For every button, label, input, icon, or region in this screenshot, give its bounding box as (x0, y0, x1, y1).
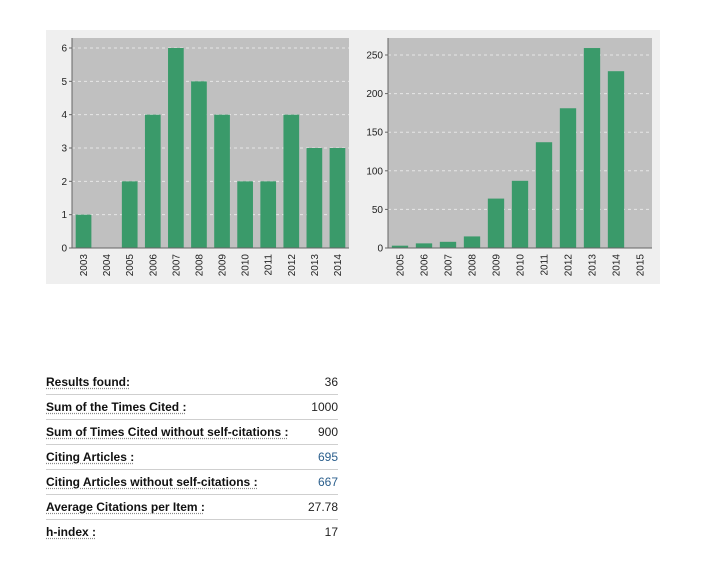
y-tick-label: 100 (366, 166, 383, 177)
stat-row-results-found: Results found: 36 (46, 370, 338, 395)
y-tick-label: 50 (372, 205, 384, 216)
bar (75, 214, 92, 248)
bar (559, 108, 577, 248)
stat-label: Average Citations per Item : (46, 500, 205, 514)
stat-row-h-index: h-index : 17 (46, 520, 338, 544)
y-tick-label: 6 (61, 44, 67, 55)
bar (535, 142, 553, 248)
stat-row-citing-articles-without-self: Citing Articles without self-citations :… (46, 470, 338, 495)
x-tick-label: 2015 (636, 254, 647, 277)
x-tick-label: 2009 (218, 254, 229, 277)
y-tick-label: 200 (366, 89, 383, 100)
bar (487, 198, 505, 248)
x-tick-label: 2005 (396, 254, 407, 277)
citing-articles-without-self-link[interactable]: 667 (317, 475, 338, 489)
y-tick-label: 0 (377, 244, 383, 255)
stat-label: Results found: (46, 375, 130, 389)
x-tick-label: 2013 (588, 254, 599, 277)
bar (415, 243, 433, 248)
stat-value: 900 (317, 425, 338, 439)
bar (260, 181, 277, 248)
bar (214, 114, 230, 249)
bar (607, 71, 625, 248)
bar (237, 181, 253, 248)
stat-label: Sum of Times Cited without self-citation… (46, 425, 289, 439)
x-tick-label: 2004 (102, 254, 113, 277)
citation-charts-panel: 0 1 2 3 4 5 6 2003 2004 2005 2006 2007 2008 2009 2010 2… (46, 30, 660, 284)
y-tick-label: 2 (61, 177, 67, 188)
x-tick-label: 2006 (420, 254, 431, 277)
bar (283, 114, 300, 249)
chart-1: 0 1 2 3 4 5 6 2003 2004 2005 2006 2007 2008 2009 2010 2… (61, 38, 349, 276)
chart-2: 0 50 100 150 200 250 2005 2006 2007 2008 2009 2010 2… (366, 38, 652, 276)
bar (439, 241, 457, 248)
y-tick-label: 4 (61, 110, 67, 121)
x-tick-label: 2008 (468, 254, 479, 277)
stat-label: Citing Articles without self-citations : (46, 475, 258, 489)
bar (168, 48, 184, 248)
bar (144, 114, 161, 249)
x-tick-label: 2010 (516, 254, 527, 277)
x-tick-label: 2013 (310, 254, 321, 277)
y-tick-label: 3 (61, 144, 67, 155)
x-tick-label: 2006 (148, 254, 159, 277)
y-tick-label: 1 (61, 210, 67, 221)
bar (463, 236, 481, 248)
y-tick-label: 5 (61, 77, 67, 88)
stat-value: 36 (324, 375, 338, 389)
x-tick-label: 2005 (125, 254, 136, 277)
stat-value: 17 (324, 525, 338, 539)
stat-value: 27.78 (307, 500, 338, 514)
charts-svg: 0 1 2 3 4 5 6 2003 2004 2005 2006 2007 2008 2009 2010 2… (61, 38, 652, 276)
plot-area (72, 38, 349, 248)
bar (329, 148, 346, 248)
x-tick-label: 2007 (171, 254, 182, 277)
x-tick-label: 2012 (564, 254, 575, 277)
bar (511, 180, 529, 248)
stat-row-sum-times-cited: Sum of the Times Cited : 1000 (46, 395, 338, 420)
y-tick-label: 150 (366, 128, 383, 139)
y-tick-label: 250 (366, 50, 383, 61)
bar (191, 81, 207, 248)
bar (306, 148, 323, 248)
bar (391, 245, 409, 248)
x-tick-label: 2010 (241, 254, 252, 277)
x-tick-label: 2014 (333, 254, 344, 277)
bar (121, 181, 138, 248)
bar (583, 48, 601, 248)
stat-value: 1000 (311, 400, 338, 414)
x-tick-label: 2012 (287, 254, 298, 277)
stat-label: Citing Articles : (46, 450, 135, 464)
x-tick-label: 2003 (79, 254, 90, 277)
x-tick-label: 2011 (540, 254, 551, 276)
x-tick-label: 2009 (492, 254, 503, 277)
x-tick-label: 2014 (612, 254, 623, 277)
stat-row-average-citations: Average Citations per Item : 27.78 (46, 495, 338, 520)
stat-label: h-index : (46, 525, 96, 539)
x-tick-label: 2011 (264, 254, 275, 276)
x-tick-label: 2008 (194, 254, 205, 277)
stat-label: Sum of the Times Cited : (46, 400, 187, 414)
stat-row-citing-articles: Citing Articles : 695 (46, 445, 338, 470)
stat-row-sum-times-cited-without-self: Sum of Times Cited without self-citation… (46, 420, 338, 445)
x-tick-label: 2007 (444, 254, 455, 277)
y-tick-label: 0 (61, 244, 67, 255)
citing-articles-link[interactable]: 695 (317, 450, 338, 464)
citation-report-summary: Results found: 36 Sum of the Times Cited… (46, 370, 338, 544)
